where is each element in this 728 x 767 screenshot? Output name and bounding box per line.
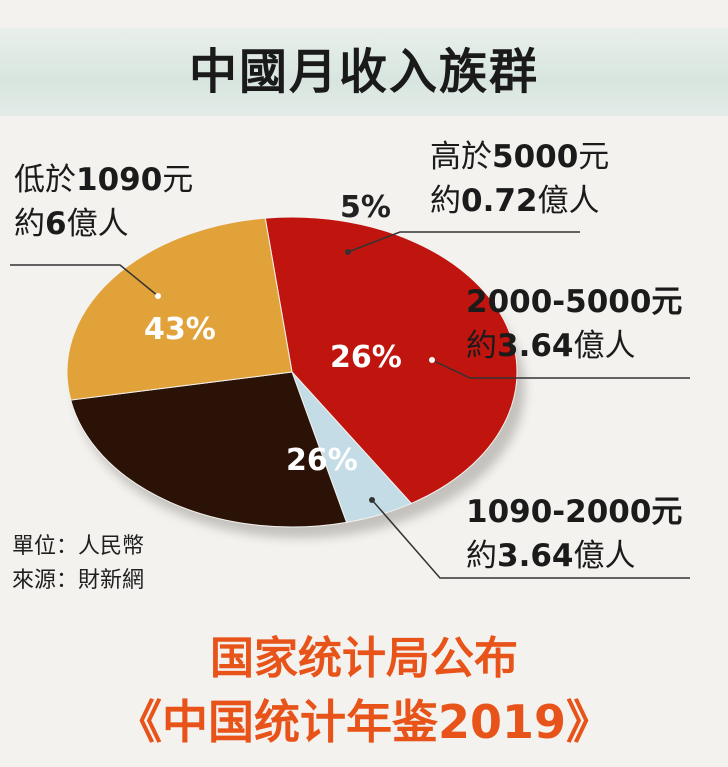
footer-publisher: 国家统计局公布: [210, 633, 518, 684]
label-high: 高於5000元 約0.72億人: [430, 135, 609, 223]
leader-lines: [10, 231, 690, 579]
leader-line-low: [10, 264, 159, 297]
slice-label-mid: 26%: [330, 340, 402, 375]
leader-dot-lowmid: [369, 497, 375, 503]
label-lowmid: 1090-2000元 約3.64億人: [466, 490, 682, 578]
footer-yearbook: 《中国统计年鉴2019》: [115, 695, 613, 749]
slice-mid: [70, 371, 348, 528]
label-lowmid-line2: 約3.64億人: [466, 538, 636, 574]
leader-line-lowmid: [371, 499, 690, 579]
leader-line-high: [347, 231, 580, 253]
leader-line-mid: [431, 359, 690, 379]
label-mid-line2: 約3.64億人: [466, 328, 636, 364]
slice-lowmid: [66, 217, 293, 401]
label-mid-line1: 2000-5000元: [466, 284, 683, 320]
leader-dot-high: [345, 249, 351, 255]
chart-title: 中國月收入族群: [188, 44, 539, 100]
label-low-line1: 低於1090元: [14, 162, 194, 198]
label-lowmid-line1: 1090-2000元: [466, 494, 683, 530]
leader-dot-mid: [429, 357, 435, 363]
source-note: 來源：財新網: [12, 568, 145, 593]
title-band: [0, 28, 728, 116]
label-mid: 2000-5000元 約3.64億人: [466, 280, 682, 368]
unit-note: 單位：人民幣: [12, 534, 145, 559]
slice-label-lowmid: 26%: [286, 443, 358, 478]
leader-dot-low: [155, 293, 161, 299]
label-high-line2: 約0.72億人: [430, 183, 600, 219]
slice-label-low: 43%: [144, 312, 216, 347]
slice-label-high: 5%: [340, 190, 391, 225]
pie-slices: [66, 216, 518, 528]
slice-low: [264, 216, 518, 505]
label-low: 低於1090元 約6億人: [14, 158, 193, 246]
label-high-line1: 高於5000元: [430, 139, 610, 175]
label-low-line2: 約6億人: [14, 206, 129, 242]
